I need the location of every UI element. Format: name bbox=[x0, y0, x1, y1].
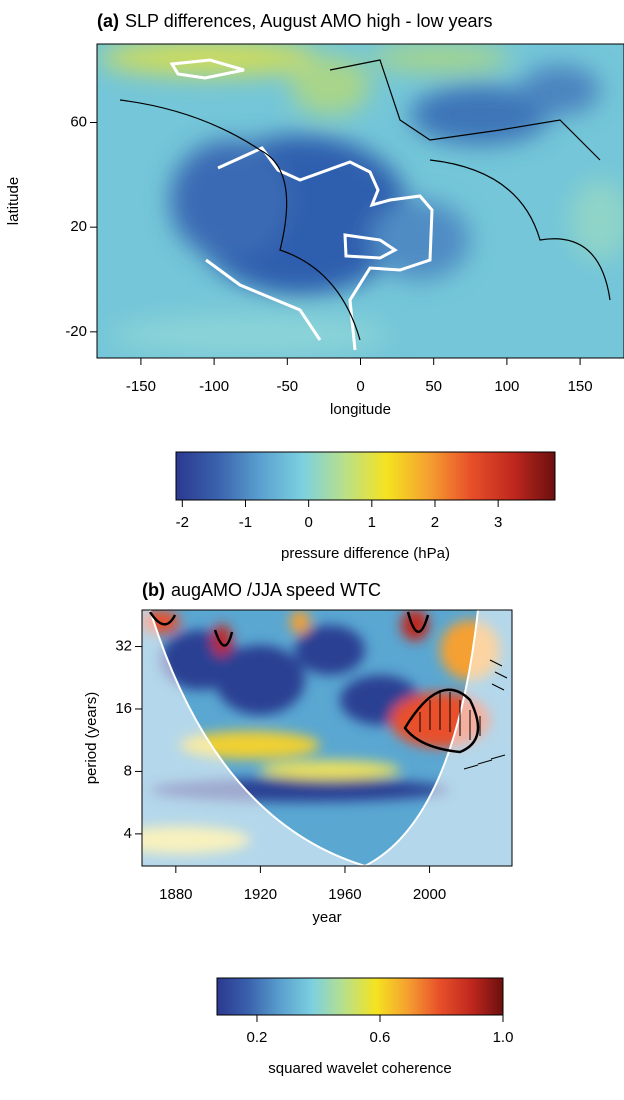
panel-label: (a) bbox=[97, 11, 119, 31]
y-tick-label: 20 bbox=[70, 218, 87, 235]
colorbar-tick-label: 3 bbox=[494, 514, 502, 531]
colorbar-label: squared wavelet coherence bbox=[268, 1060, 451, 1077]
y-axis-label: period (years) bbox=[83, 692, 100, 785]
x-tick-label: 2000 bbox=[413, 886, 446, 903]
chart-title: augAMO /JJA speed WTC bbox=[171, 580, 381, 600]
colorbar-tick-label: -1 bbox=[239, 514, 252, 531]
plot-frame bbox=[141, 609, 513, 867]
y-tick-label: 32 bbox=[115, 637, 132, 654]
colorbar-tick-label: 1.0 bbox=[493, 1029, 514, 1046]
chart-title: SLP differences, August AMO high - low y… bbox=[125, 11, 493, 31]
x-tick-label: 1920 bbox=[244, 886, 277, 903]
x-tick-label: 100 bbox=[494, 378, 519, 395]
x-axis-label: longitude bbox=[330, 401, 391, 418]
x-tick-label: 1880 bbox=[159, 886, 192, 903]
colorbar-tick-label: -2 bbox=[176, 514, 189, 531]
colorbar bbox=[216, 977, 504, 1016]
colorbar bbox=[175, 451, 556, 501]
y-tick-label: -20 bbox=[65, 323, 87, 340]
slp-field bbox=[97, 44, 624, 358]
y-tick-label: 60 bbox=[70, 113, 87, 130]
y-tick-label: 8 bbox=[124, 762, 132, 779]
x-tick-label: -150 bbox=[126, 378, 156, 395]
coherence-field bbox=[142, 610, 512, 866]
x-tick-label: 0 bbox=[356, 378, 364, 395]
x-tick-label: -100 bbox=[199, 378, 229, 395]
panel-label: (b) bbox=[142, 580, 165, 600]
y-tick-label: 4 bbox=[124, 825, 132, 842]
x-tick-label: 50 bbox=[425, 378, 442, 395]
colorbar-tick-label: 0.2 bbox=[247, 1029, 268, 1046]
x-tick-label: 150 bbox=[568, 378, 593, 395]
x-tick-label: 1960 bbox=[328, 886, 361, 903]
x-tick-label: -50 bbox=[276, 378, 298, 395]
x-axis-label: year bbox=[312, 909, 341, 926]
y-axis-label: latitude bbox=[5, 177, 22, 225]
y-tick-label: 16 bbox=[115, 700, 132, 717]
colorbar-tick-label: 0 bbox=[304, 514, 312, 531]
colorbar-label: pressure difference (hPa) bbox=[281, 545, 450, 562]
colorbar-tick-label: 2 bbox=[431, 514, 439, 531]
colorbar-tick-label: 0.6 bbox=[370, 1029, 391, 1046]
colorbar-tick-label: 1 bbox=[368, 514, 376, 531]
